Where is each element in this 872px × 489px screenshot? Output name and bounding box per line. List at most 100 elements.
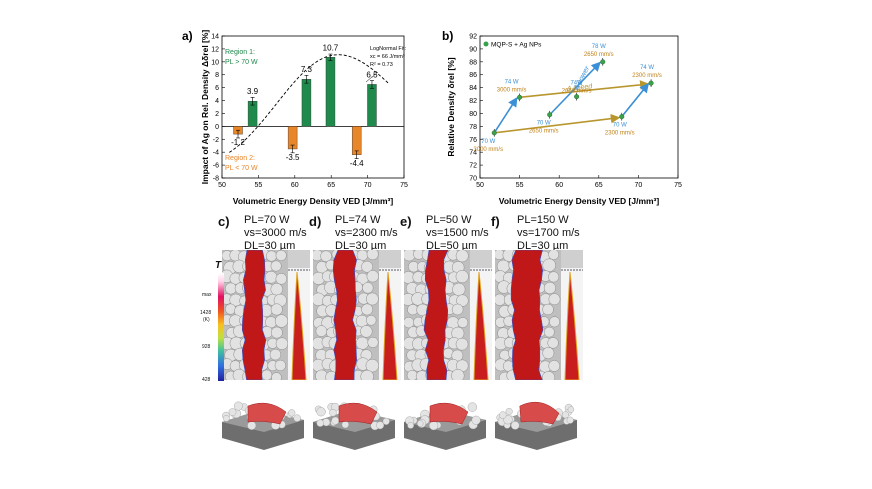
x-tick-label: 60 — [555, 182, 563, 189]
powder-particle — [361, 260, 374, 273]
powder-bed-3d-graphic — [495, 401, 577, 450]
x-tick-label: 70 — [635, 182, 643, 189]
x-tick-label: 65 — [595, 182, 603, 189]
melt-track — [332, 250, 357, 380]
panel-label-d: d) — [309, 214, 322, 229]
powder-particle — [261, 369, 273, 380]
sim-param-PL: PL=50 W — [426, 214, 472, 226]
powder-particle-3d — [510, 421, 520, 430]
powder-particle — [275, 273, 288, 285]
colorbar-unit: (K) — [203, 317, 210, 323]
powder-particle — [271, 372, 282, 380]
region2-line-1: PL < 70 W — [225, 165, 258, 172]
y-tick-label: 78 — [469, 124, 477, 131]
y-tick-label: 6 — [215, 85, 219, 92]
x-tick-label: 75 — [674, 182, 682, 189]
powder-particle — [275, 250, 287, 261]
powder-particle — [356, 250, 369, 261]
powder-particle — [452, 282, 466, 297]
powder-particle-3d — [288, 409, 296, 417]
y-tick-label: 10 — [211, 59, 219, 66]
legend-label: MQP-S + Ag NPs — [491, 42, 542, 49]
powder-particle — [548, 271, 560, 283]
chart-a: a) -8 -6 -4 -2 0 2 4 6 8 10 12 14 50 55 60 65 70 75 -1.2 3.9… — [182, 29, 408, 206]
region1-line-0: Region 1: — [225, 49, 255, 56]
powder-particle — [365, 358, 379, 373]
x-axis-label: Volumetric Energy Density VED [J/mm³] — [499, 196, 660, 206]
melt-track-3d — [519, 401, 560, 425]
powder-bed-3d-view — [493, 392, 579, 452]
powder-particle — [543, 281, 556, 295]
bar-value-label-5: -4.4 — [350, 159, 364, 168]
cross-section-inset — [379, 250, 401, 268]
powder-particle — [360, 369, 374, 380]
panel-label-f: f) — [491, 214, 500, 229]
powder-bed-3d-graphic — [404, 402, 486, 450]
x-tick-label: 75 — [400, 182, 408, 189]
panel-label-a: a) — [182, 29, 193, 43]
powder-particle-3d — [567, 406, 575, 413]
powder-particle-3d — [222, 415, 230, 422]
bar-value-label-4: 10.7 — [323, 43, 339, 52]
y-tick-label: -8 — [213, 176, 219, 183]
melt-track-3d — [338, 402, 378, 425]
colorbar-tick-max: max — [202, 292, 212, 298]
powder-particle — [542, 303, 554, 316]
delta-speed-label: Δ speed — [566, 83, 594, 93]
speed-arrow-low — [494, 113, 621, 134]
chart-b: b) 70 72 74 76 78 80 82 84 86 88 90 92 50 55 60 65 70 75 MQ… — [442, 29, 682, 206]
data-point-4 — [600, 59, 606, 65]
sim-param-DL: DL=30 µm — [335, 240, 387, 252]
data-point-1 — [517, 94, 523, 100]
melt-pool-graphic — [313, 250, 401, 380]
point-label-power-4: 78 W — [592, 44, 606, 50]
powder-particle — [547, 337, 559, 349]
melt-track-3d — [247, 402, 287, 425]
plot-frame — [221, 35, 405, 179]
sim-param-vs: vs=1700 m/s — [517, 227, 580, 239]
bar-5 — [351, 126, 362, 155]
colorbar-title: T — [215, 260, 222, 271]
y-tick-label: 90 — [469, 46, 477, 53]
y-tick-label: 2 — [215, 111, 219, 118]
powder-particle-3d — [316, 419, 324, 427]
melt-pool-simulation — [404, 250, 492, 380]
point-label-speed-1: 3000 mm/s — [497, 87, 527, 93]
powder-particle — [455, 250, 469, 263]
powder-particle-3d — [416, 420, 424, 427]
powder-particle-3d — [293, 414, 301, 422]
y-tick-label: 74 — [469, 150, 477, 157]
y-axis-label: Relative Density δrel [%] — [446, 57, 456, 156]
powder-particle — [320, 250, 332, 262]
cross-section-inset — [561, 250, 583, 268]
powder-particle — [549, 316, 561, 328]
cross-section-pool — [291, 271, 307, 380]
sim-param-DL: DL=30 µm — [517, 240, 569, 252]
fit-annotation-pointer — [365, 71, 379, 83]
sim-param-PL: PL=70 W — [244, 214, 290, 226]
bar-value-label-1: 3.9 — [247, 87, 259, 96]
y-axis-label: Impact of Ag on Rel. Density Δδrel [%] — [200, 30, 210, 185]
point-label-speed-2: 2650 mm/s — [529, 129, 559, 135]
melt-pool-simulation — [313, 250, 401, 380]
temperature-colorbar: T max 1428 (K) 928 428 — [200, 260, 230, 390]
point-label-power-6: 74 W — [640, 65, 654, 71]
powder-particle — [365, 315, 377, 326]
powder-particle-3d — [505, 407, 513, 415]
y-tick-label: 12 — [211, 46, 219, 53]
powder-particle — [366, 250, 379, 261]
y-tick-label: -4 — [213, 150, 219, 157]
colorbar-gradient — [218, 273, 224, 381]
speed-arrow-high — [519, 80, 650, 99]
powder-particle-3d — [503, 415, 513, 425]
powder-particle-3d — [376, 421, 385, 430]
point-label-speed-4: 2650 mm/s — [584, 52, 614, 58]
powder-particle-3d — [233, 401, 243, 411]
powder-particle-3d — [499, 411, 507, 419]
x-tick-label: 50 — [476, 182, 484, 189]
bar-value-label-2: -3.5 — [286, 153, 300, 162]
powder-particle-3d — [247, 421, 257, 430]
sim-param-vs: vs=2300 m/s — [335, 227, 398, 239]
powder-particle-3d — [382, 417, 390, 425]
x-tick-label: 55 — [255, 182, 263, 189]
